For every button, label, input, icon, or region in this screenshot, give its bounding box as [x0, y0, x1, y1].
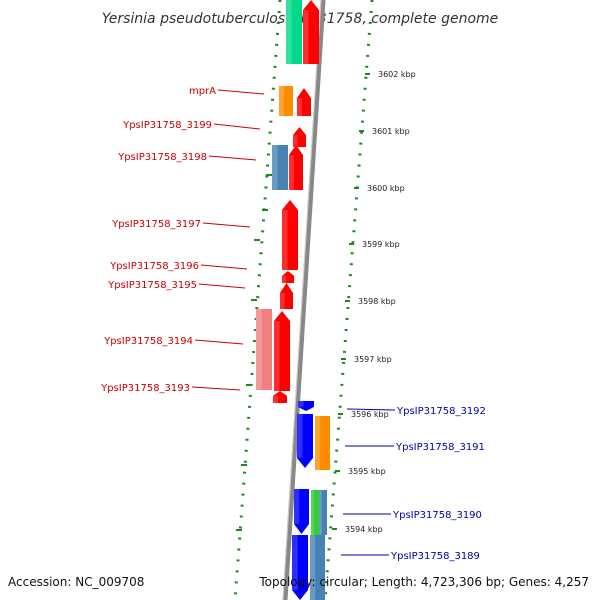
gene-label-leader [191, 386, 241, 391]
gene-label-leader [198, 283, 246, 289]
mpra-trna-feature[interactable] [279, 86, 293, 116]
topology-text: Topology: circular; Length: 4,723,306 bp… [258, 575, 589, 589]
steelblue-feature-3198[interactable] [272, 145, 288, 190]
gc-dotted-line-1 [233, 0, 282, 600]
gene-label-right[interactable]: YpsIP31758_3190 [392, 510, 482, 521]
accession-text: Accession: NC_009708 [8, 575, 144, 589]
scale-tick-label: 3599 kbp [362, 240, 400, 249]
forward-cds-3193[interactable] [273, 391, 287, 403]
scale-tick-label: 3597 kbp [354, 355, 392, 364]
forward-cds-top[interactable] [303, 0, 319, 64]
scale-ticks: 3602 kbp 3601 kbp 3600 kbp 3599 kbp 3598 kbp… [332, 70, 416, 534]
gene-label-right[interactable]: YpsIP31758_3189 [390, 551, 480, 562]
gene-label-left[interactable]: mprA [189, 86, 216, 97]
gc-dotted-line-2 [323, 0, 374, 600]
steelblue-feature-3190[interactable] [319, 490, 327, 535]
gene-label-leader [208, 155, 257, 161]
feature-track [256, 0, 330, 600]
scale-tick-label: 3596 kbp [351, 410, 389, 419]
scale-tick-label: 3595 kbp [348, 467, 386, 476]
gene-label-left[interactable]: YpsIP31758_3199 [122, 120, 212, 131]
gene-labels-left: mprA YpsIP31758_3199 YpsIP31758_3198 YpsIP3… [100, 86, 265, 394]
forward-cds-3199[interactable] [293, 127, 306, 147]
gene-label-leader [213, 123, 261, 130]
gc-skew-track [233, 0, 374, 600]
gene-label-left[interactable]: YpsIP31758_3198 [117, 152, 207, 163]
forward-cds-3198[interactable] [289, 145, 303, 190]
pink-feature-3194[interactable] [256, 309, 272, 390]
gene-label-left[interactable]: YpsIP31758_3193 [100, 383, 190, 394]
forward-cds-3196[interactable] [282, 271, 294, 283]
reverse-cds-3189[interactable] [292, 535, 308, 600]
gene-label-leader [200, 264, 248, 270]
scale-tick-label: 3602 kbp [378, 70, 416, 79]
scale-tick-label: 3598 kbp [358, 297, 396, 306]
gene-label-left[interactable]: YpsIP31758_3197 [111, 219, 201, 230]
reverse-cds-3190[interactable] [294, 489, 309, 534]
genome-backbone [282, 0, 326, 600]
teal-feature[interactable] [286, 0, 302, 64]
scale-tick-label: 3601 kbp [372, 127, 410, 136]
gene-labels-right: YpsIP31758_3192 YpsIP31758_3191 YpsIP31758… [341, 406, 486, 562]
gene-label-left[interactable]: YpsIP31758_3196 [109, 261, 199, 272]
gene-label-left[interactable]: YpsIP31758_3195 [107, 280, 197, 291]
orange-feature-3191[interactable] [315, 416, 330, 470]
reverse-cds-3191[interactable] [297, 414, 313, 468]
backbone-line [282, 0, 326, 600]
forward-cds-mpra[interactable] [297, 88, 311, 116]
steelblue-feature-3189[interactable] [310, 535, 325, 600]
reverse-cds-3192[interactable] [298, 401, 314, 411]
gene-label-left[interactable]: YpsIP31758_3194 [103, 336, 193, 347]
gene-label-leader [346, 408, 396, 411]
backbone-highlight [282, 0, 322, 600]
green-feature-3190[interactable] [311, 490, 319, 535]
gene-label-leader [194, 339, 244, 345]
gene-label-leader [202, 222, 251, 228]
scale-tick-label: 3594 kbp [345, 525, 383, 534]
forward-cds-3197[interactable] [282, 200, 298, 270]
gene-label-right[interactable]: YpsIP31758_3191 [395, 442, 485, 453]
forward-cds-3194[interactable] [274, 311, 290, 391]
scale-tick-label: 3600 kbp [367, 184, 405, 193]
forward-cds-3195[interactable] [280, 283, 293, 309]
gene-label-leader [217, 89, 265, 95]
gene-label-right[interactable]: YpsIP31758_3192 [396, 406, 486, 417]
